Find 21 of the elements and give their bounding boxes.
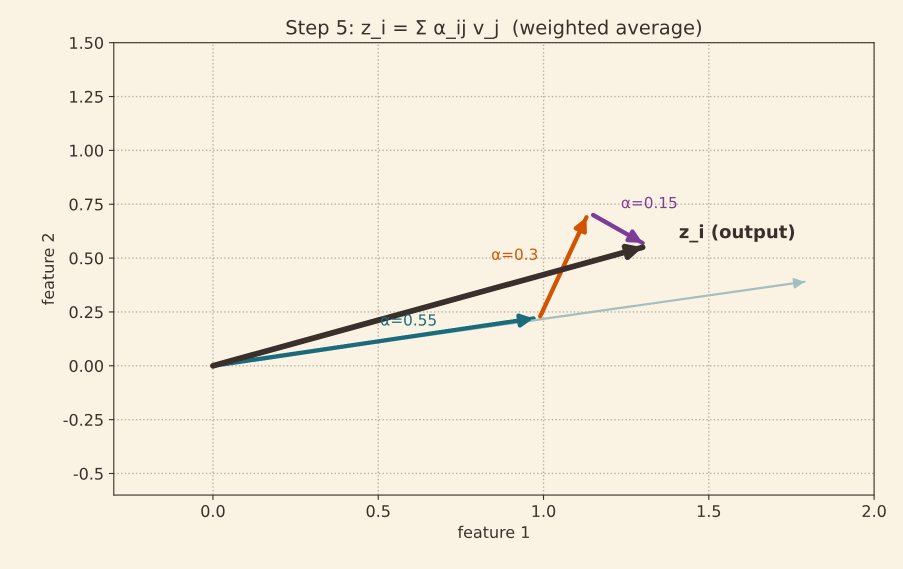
y-axis-title: feature 2 (42, 234, 54, 305)
x-tick-label: 2.0 (862, 505, 886, 518)
x-axis-title: feature 1 (458, 526, 529, 538)
x-tick-label: 1.0 (532, 505, 556, 518)
chart-title: Step 5: z_i = Σ α_ij v_j (weighted average) (286, 20, 701, 39)
y-tick-label: 1.00 (70, 144, 103, 157)
y-tick-label: -0.5 (74, 468, 103, 480)
x-tick-label: 1.5 (698, 505, 720, 518)
annotation: α=0.55 (381, 314, 436, 326)
y-tick-label: 1.50 (70, 36, 103, 49)
annotation: α=0.15 (622, 196, 676, 208)
y-tick-label: 0.75 (70, 198, 103, 211)
y-tick-label: 0.00 (70, 360, 103, 372)
annotation: z_i (output) (680, 224, 794, 242)
x-tick-label: 0.0 (201, 505, 225, 518)
y-tick-label: 0.50 (70, 252, 103, 264)
annotation: α=0.3 (492, 248, 538, 260)
x-tick-label: 0.5 (366, 505, 390, 518)
y-tick-label: 0.25 (70, 306, 103, 318)
y-tick-label: 1.25 (70, 90, 103, 103)
y-tick-label: -0.25 (64, 414, 103, 426)
